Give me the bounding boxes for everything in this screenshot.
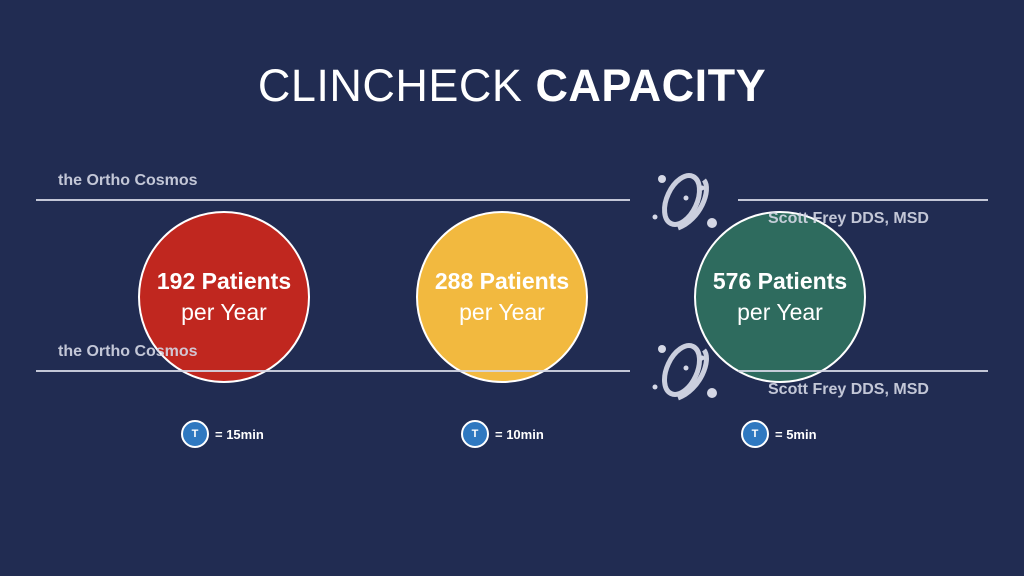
patient-count: 192 Patients: [156, 268, 292, 294]
watermark-line: [36, 199, 630, 201]
time-badge-5min: T = 5min: [741, 420, 817, 448]
watermark-line: [36, 370, 630, 372]
time-label: = 10min: [495, 426, 544, 442]
capacity-circle-15min: 192 Patients per Year: [138, 211, 310, 383]
t-icon: T: [741, 420, 769, 448]
t-icon: T: [461, 420, 489, 448]
watermark-left-top: the Ortho Cosmos: [58, 172, 198, 189]
title-bold: CAPACITY: [535, 60, 767, 111]
time-badge-10min: T = 10min: [461, 420, 544, 448]
period-label: per Year: [459, 299, 545, 325]
patient-count: 288 Patients: [434, 268, 570, 294]
t-icon: T: [181, 420, 209, 448]
patient-count: 576 Patients: [712, 268, 848, 294]
period-label: per Year: [737, 299, 823, 325]
watermark-line: [738, 199, 988, 201]
planet-icon: [652, 343, 717, 401]
watermark-left-bottom: the Ortho Cosmos: [58, 343, 198, 360]
capacity-circle-10min: 288 Patients per Year: [416, 211, 588, 383]
watermark-line: [738, 370, 988, 372]
period-label: per Year: [181, 299, 267, 325]
planet-icon: [652, 173, 717, 231]
time-badge-15min: T = 15min: [181, 420, 264, 448]
time-label: = 15min: [215, 426, 264, 442]
title-light: CLINCHECK: [257, 60, 523, 111]
watermark-right-top: Scott Frey DDS, MSD: [768, 210, 929, 227]
watermark-right-bottom: Scott Frey DDS, MSD: [768, 381, 929, 398]
page-title: CLINCHECK CAPACITY: [0, 60, 1024, 112]
capacity-circle-5min: 576 Patients per Year: [694, 211, 866, 383]
time-label: = 5min: [775, 426, 817, 442]
